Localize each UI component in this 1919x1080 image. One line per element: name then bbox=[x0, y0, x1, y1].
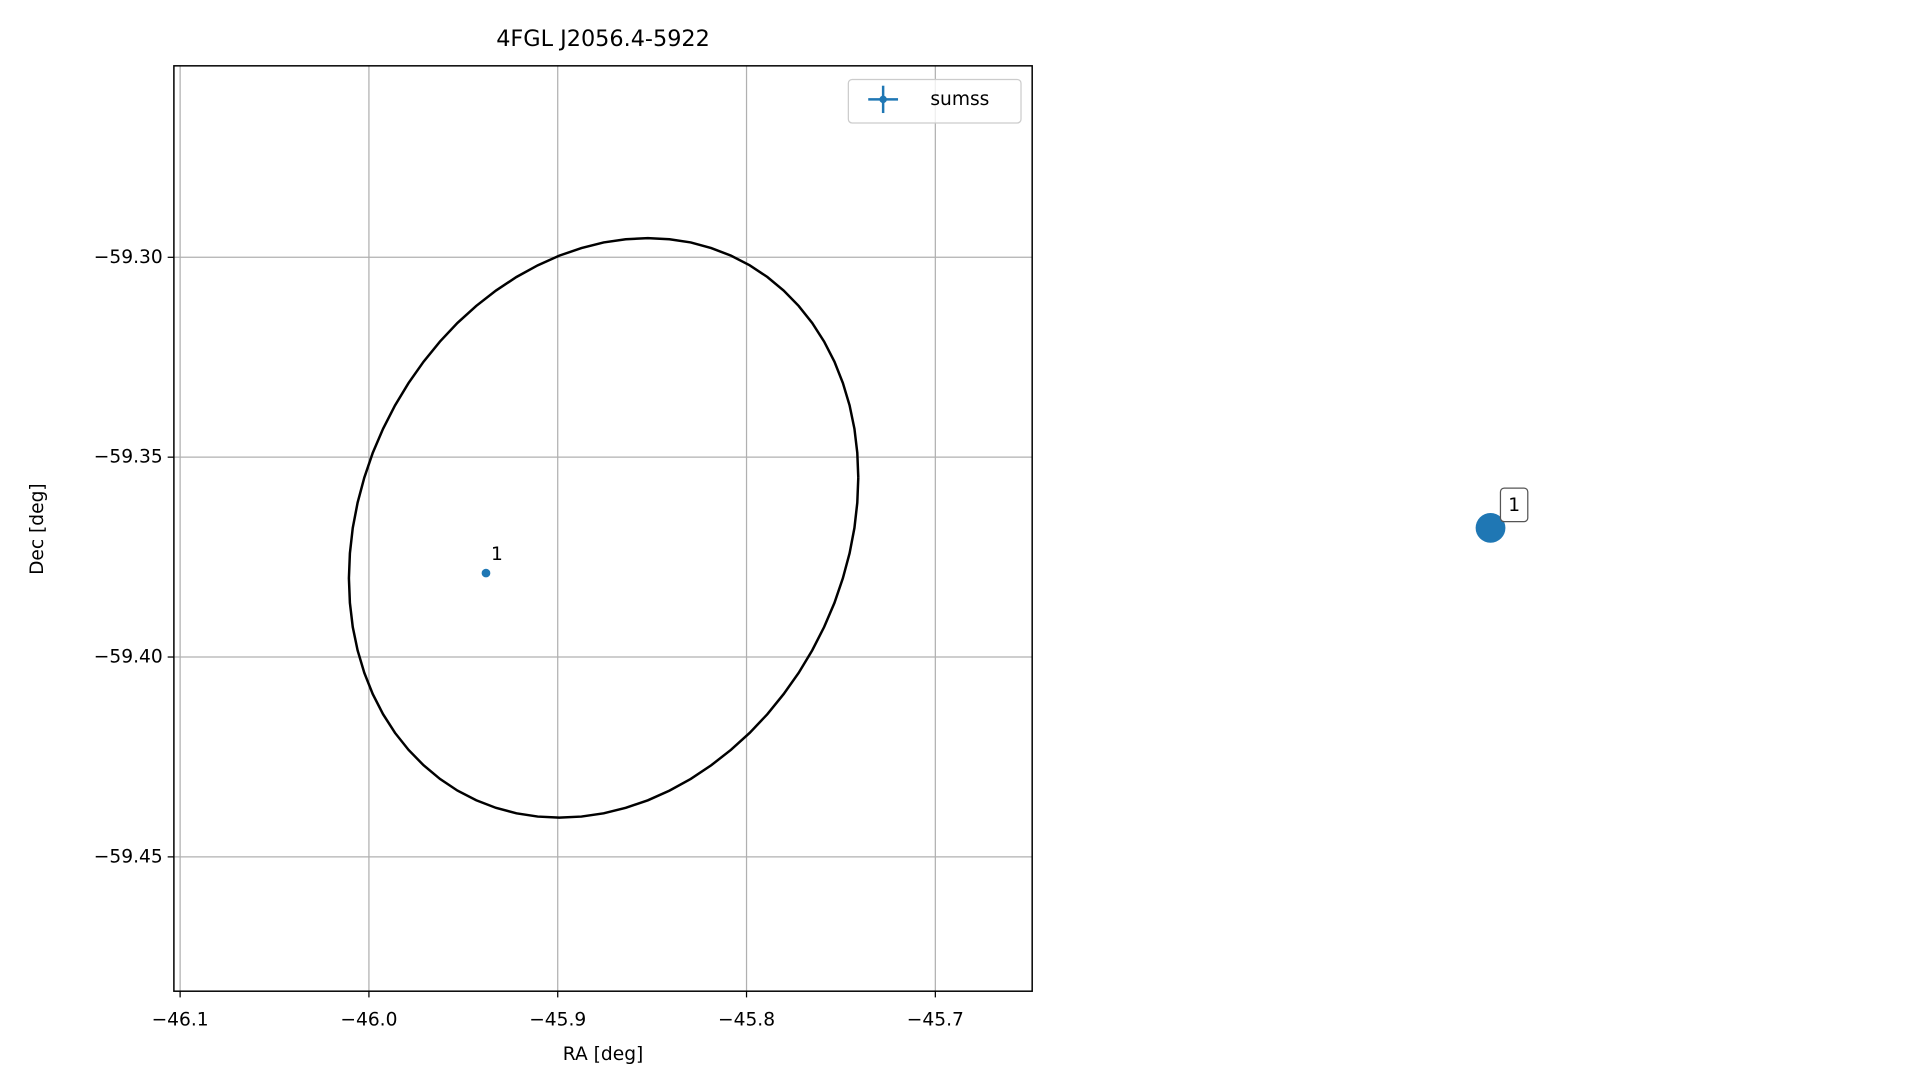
y-tick-label: −59.35 bbox=[94, 447, 163, 468]
marker bbox=[1475, 512, 1506, 543]
y-tick-label: −59.40 bbox=[94, 647, 163, 668]
x-tick-label: −45.9 bbox=[529, 1009, 586, 1030]
x-tick-label: −46.0 bbox=[340, 1009, 397, 1030]
y-tick-label: −59.30 bbox=[94, 247, 163, 268]
label-box bbox=[1499, 487, 1529, 523]
y-axis-label: Dec [deg] bbox=[27, 483, 48, 575]
legend-marker bbox=[879, 95, 887, 104]
error-ellipse bbox=[347, 236, 860, 819]
marker-label: 1 bbox=[1508, 495, 1520, 516]
chart-title: 4FGL J2056.4-5922 bbox=[496, 26, 710, 52]
figure-content: −46.1 −46.0 −45.9 −45.8 −45.7 −59.30 −59.35 −59… bbox=[27, 26, 1529, 1065]
x-axis-label: RA [deg] bbox=[563, 1044, 643, 1065]
legend-box bbox=[847, 78, 1022, 124]
data-point bbox=[481, 568, 491, 578]
point-label: 1 bbox=[491, 544, 503, 565]
legend-label: sumss bbox=[930, 89, 989, 110]
x-tick-label: −46.1 bbox=[152, 1009, 209, 1030]
x-tick-label: −45.8 bbox=[718, 1009, 775, 1030]
y-tick-label: −59.45 bbox=[94, 846, 163, 867]
x-tick-label: −45.7 bbox=[907, 1009, 964, 1030]
axes-frame bbox=[173, 65, 1033, 992]
